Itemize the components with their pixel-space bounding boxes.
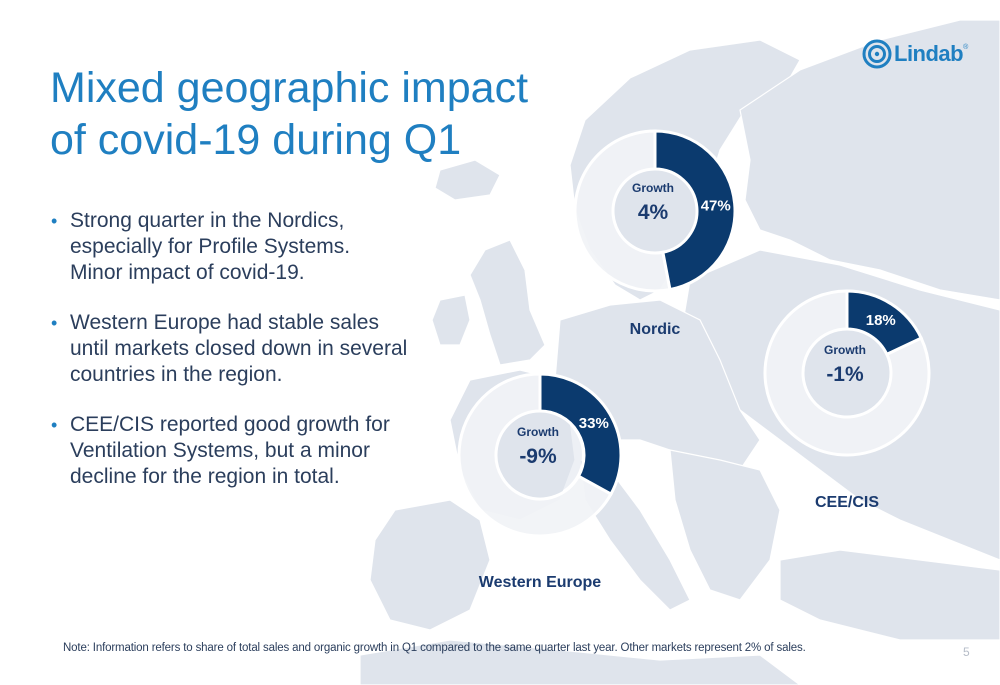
donut-share-slice — [653, 129, 737, 292]
region-name: CEE/CIS — [815, 494, 879, 511]
donut-share-slice — [845, 289, 924, 357]
donut-western-europe: 33% Growth -9% Western Europe — [457, 372, 623, 591]
region-name: Nordic — [630, 321, 681, 338]
lindab-logo-registered-mark: ® — [963, 44, 969, 51]
ireland-shape — [431, 294, 471, 346]
iberia-shape — [369, 499, 491, 631]
bullet-list: Strong quarter in the Nordics, especiall… — [50, 208, 430, 514]
growth-value: -9% — [519, 445, 557, 468]
page-title: Mixed geographic impact of covid-19 duri… — [50, 62, 590, 166]
bullet-line: until markets closed down in several — [70, 337, 408, 360]
bullet-line: Strong quarter in the Nordics, — [70, 209, 345, 232]
donut-center — [498, 413, 582, 497]
share-label: 33% — [579, 415, 609, 432]
lindab-logo: Lindab ® — [862, 36, 968, 72]
region-name: Western Europe — [479, 574, 602, 591]
bullet-item-western-europe: Western Europe had stable sales until ma… — [50, 310, 430, 388]
bullet-line: Ventilation Systems, but a minor — [70, 439, 370, 462]
growth-label: Growth — [517, 425, 559, 439]
donut-remainder-slice — [573, 129, 672, 293]
lindab-logo-text: Lindab — [894, 41, 964, 66]
donut-remainder-slice — [763, 289, 931, 457]
russia-north-shape — [739, 19, 1000, 301]
bullet-line: Minor impact of covid-19. — [70, 261, 305, 284]
great-britain-shape — [469, 239, 546, 366]
balkans-shape — [669, 449, 781, 601]
iceland-shape — [434, 159, 501, 201]
donut-cee-cis: 18%Growth -1% CEE/CIS — [763, 289, 931, 511]
title-line-2: of covid-19 during Q1 — [50, 116, 462, 164]
donut-share-slice — [538, 372, 623, 497]
bullet-line: decline for the region in total. — [70, 465, 340, 488]
page-number: 5 — [963, 645, 970, 659]
donut-remainder-slice — [457, 372, 614, 538]
north-africa-shape — [359, 639, 801, 685]
footnote: Note: Information refers to share of tot… — [63, 642, 806, 654]
bullet-line: especially for Profile Systems. — [70, 235, 351, 258]
growth-value: 4% — [638, 201, 669, 224]
bullet-line: countries in the region. — [70, 363, 283, 386]
lindab-logo-icon — [862, 39, 892, 69]
growth-label: Growth — [632, 181, 674, 195]
bullet-item-nordics: Strong quarter in the Nordics, especiall… — [50, 208, 430, 286]
growth-label: Growth — [824, 343, 866, 357]
bullet-item-cee-cis: CEE/CIS reported good growth for Ventila… — [50, 412, 430, 490]
donut-nordic: 47% Growth 4% Nordic — [573, 129, 737, 338]
share-label: 18% — [866, 312, 896, 329]
title-line-1: Mixed geographic impact — [50, 64, 529, 112]
donut-center — [615, 171, 695, 251]
turkey-shape — [779, 549, 1000, 641]
share-label: 47% — [701, 197, 731, 214]
donut-center — [805, 331, 889, 415]
bullet-line: Western Europe had stable sales — [70, 311, 379, 334]
bullet-line: CEE/CIS reported good growth for — [70, 413, 390, 436]
growth-value: -1% — [826, 363, 864, 386]
